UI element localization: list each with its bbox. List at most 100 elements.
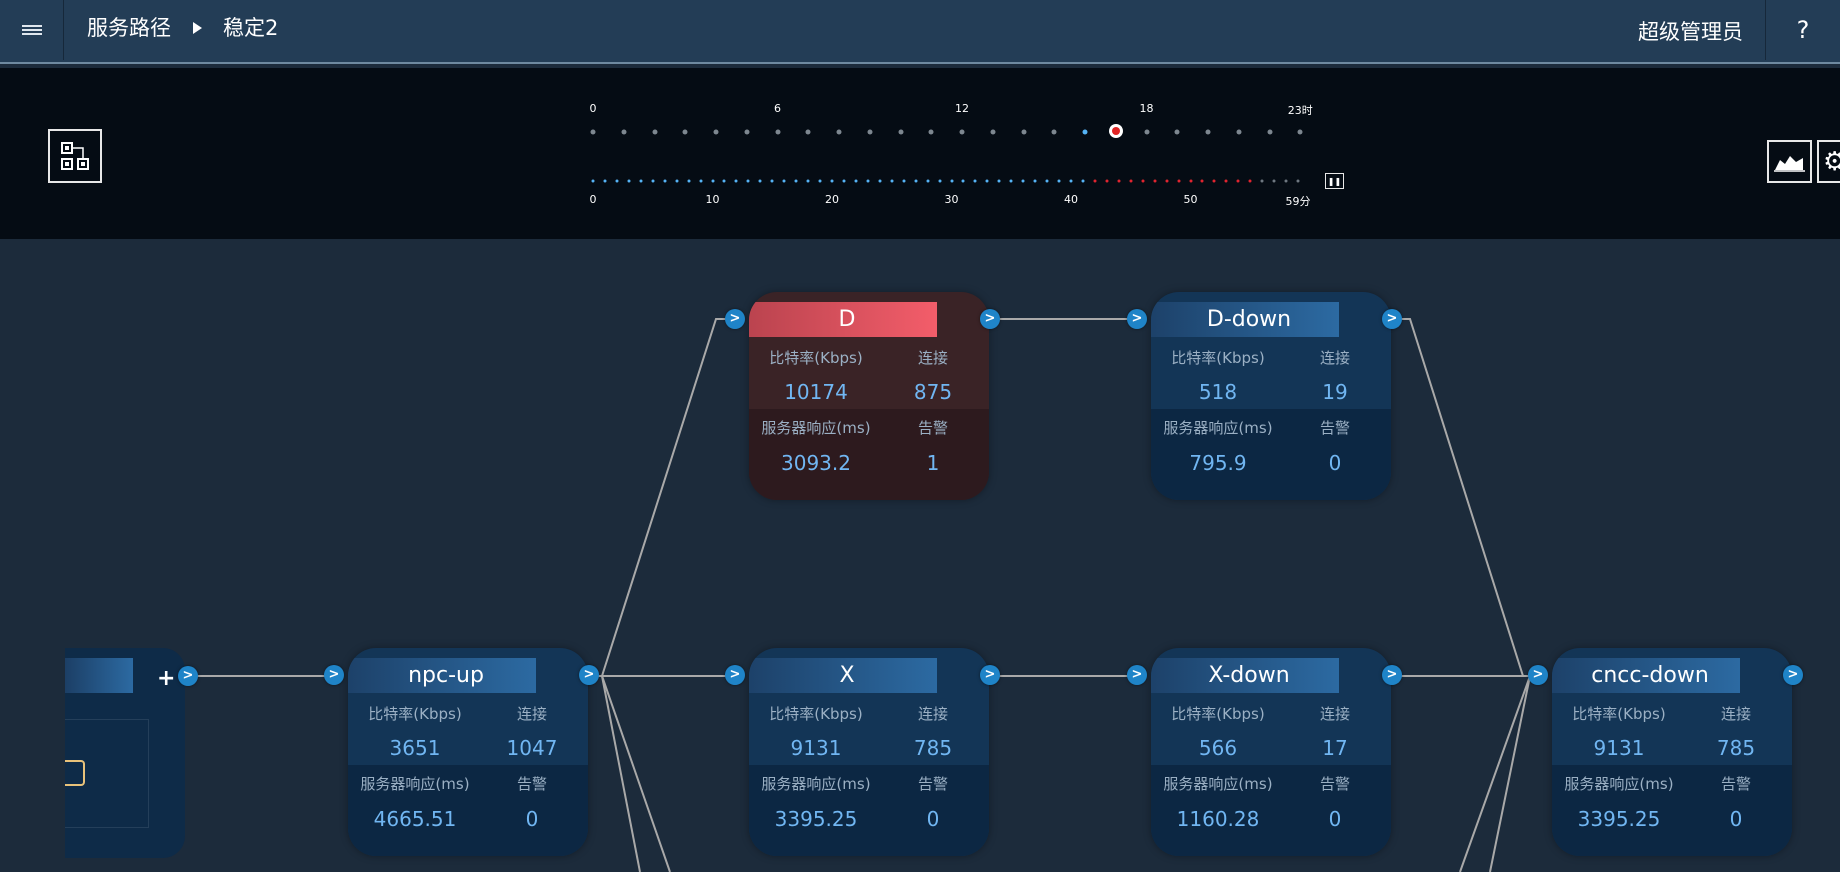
minute-dot[interactable] bbox=[973, 179, 977, 183]
minute-dot[interactable] bbox=[734, 179, 738, 183]
hour-dot[interactable] bbox=[713, 129, 719, 135]
hour-dot[interactable] bbox=[867, 129, 873, 135]
minute-dot[interactable] bbox=[1212, 179, 1216, 183]
hour-dot-selected[interactable] bbox=[1108, 124, 1123, 138]
hour-dot[interactable] bbox=[836, 129, 842, 135]
minute-dot[interactable] bbox=[997, 179, 1001, 183]
minute-dot[interactable] bbox=[818, 179, 822, 183]
hour-dot[interactable] bbox=[1205, 129, 1211, 135]
port-in-icon[interactable]: > bbox=[725, 665, 745, 685]
minute-dot[interactable] bbox=[950, 179, 953, 183]
minute-dot[interactable] bbox=[782, 179, 786, 183]
port-in-icon[interactable]: > bbox=[725, 309, 745, 329]
minute-dot[interactable] bbox=[603, 179, 607, 183]
minute-dot[interactable] bbox=[1009, 179, 1013, 183]
port-out-icon[interactable]: > bbox=[980, 309, 1000, 329]
minute-dot[interactable] bbox=[591, 179, 595, 183]
minute-dot[interactable] bbox=[639, 179, 643, 183]
node-d[interactable]: D 比特率(Kbps) 连接 10174 875 服务器响应(ms) 告警 3093.2 1 bbox=[749, 292, 989, 500]
hour-dot[interactable] bbox=[621, 129, 627, 135]
hour-dot[interactable] bbox=[1174, 129, 1180, 135]
port-in-icon[interactable]: > bbox=[324, 665, 344, 685]
minute-dot[interactable] bbox=[902, 179, 906, 183]
minute-dot[interactable] bbox=[1021, 179, 1025, 183]
hour-dot[interactable] bbox=[1051, 129, 1057, 135]
minute-dot[interactable] bbox=[1129, 179, 1133, 183]
chart-view-button[interactable] bbox=[1767, 140, 1812, 183]
hour-dot[interactable] bbox=[1144, 129, 1149, 135]
minute-dot[interactable] bbox=[878, 179, 882, 183]
port-out-icon[interactable]: > bbox=[579, 665, 599, 685]
port-out-icon[interactable]: > bbox=[1382, 309, 1402, 329]
minute-dot[interactable] bbox=[770, 179, 774, 183]
add-node-icon[interactable]: + bbox=[157, 666, 176, 691]
minute-dot[interactable] bbox=[687, 179, 691, 183]
hour-dot[interactable] bbox=[1082, 129, 1088, 135]
minute-dot[interactable] bbox=[1200, 179, 1204, 183]
hour-dot[interactable] bbox=[990, 129, 996, 135]
node-x[interactable]: X 比特率(Kbps) 连接 9131 785 服务器响应(ms) 告警 3395.25 0 bbox=[749, 648, 989, 856]
menu-button[interactable] bbox=[0, 0, 64, 60]
minute-dot[interactable] bbox=[699, 179, 703, 183]
node-x-down[interactable]: X-down 比特率(Kbps) 连接 566 17 服务器响应(ms) 告警 1160.28… bbox=[1151, 648, 1391, 856]
port-in-icon[interactable]: > bbox=[1528, 665, 1548, 685]
minute-dot[interactable] bbox=[830, 179, 834, 183]
minute-dot[interactable] bbox=[914, 179, 918, 183]
minute-dot[interactable] bbox=[1260, 179, 1264, 183]
minute-dot[interactable] bbox=[1153, 179, 1157, 183]
minute-dot[interactable] bbox=[615, 179, 619, 183]
minute-dot[interactable] bbox=[854, 179, 858, 183]
minute-dot[interactable] bbox=[627, 179, 631, 183]
pause-button[interactable]: ❚❚ bbox=[1325, 173, 1344, 189]
port-in-icon[interactable]: > bbox=[1127, 665, 1147, 685]
minute-dot[interactable] bbox=[890, 179, 894, 183]
minute-dot[interactable] bbox=[758, 179, 762, 183]
minute-dot[interactable] bbox=[1177, 179, 1181, 183]
node-d-down[interactable]: D-down 比特率(Kbps) 连接 518 19 服务器响应(ms) 告警 795.9 0 bbox=[1151, 292, 1391, 500]
hour-dot[interactable] bbox=[744, 129, 750, 135]
minute-dot[interactable] bbox=[961, 179, 965, 183]
minute-dot[interactable] bbox=[1105, 179, 1109, 183]
port-in-icon[interactable]: > bbox=[1127, 309, 1147, 329]
breadcrumb-service-path[interactable]: 服务路径 bbox=[87, 16, 171, 40]
hour-dot[interactable] bbox=[1267, 129, 1272, 135]
minute-dot[interactable] bbox=[1093, 179, 1097, 183]
node-partial-left[interactable] bbox=[65, 648, 185, 858]
hour-dot[interactable] bbox=[775, 129, 780, 135]
port-out-icon[interactable]: > bbox=[1783, 665, 1803, 685]
hour-dot[interactable] bbox=[1297, 129, 1303, 135]
minute-dot[interactable] bbox=[722, 179, 726, 183]
topology-view-button[interactable] bbox=[48, 129, 102, 183]
minute-dot[interactable] bbox=[675, 179, 679, 183]
minute-dot[interactable] bbox=[1057, 179, 1061, 183]
minute-dot[interactable] bbox=[1272, 179, 1276, 183]
hour-dot[interactable] bbox=[959, 129, 965, 135]
help-button[interactable]: ? bbox=[1765, 0, 1840, 60]
node-cncc-down[interactable]: cncc-down 比特率(Kbps) 连接 9131 785 服务器响应(ms) 告警 33… bbox=[1552, 648, 1792, 856]
minute-dot[interactable] bbox=[1081, 179, 1085, 183]
minute-dot[interactable] bbox=[711, 179, 714, 183]
minute-dot[interactable] bbox=[1189, 179, 1192, 183]
hour-dot[interactable] bbox=[1021, 129, 1026, 135]
hour-dot[interactable] bbox=[898, 129, 903, 135]
minute-dot[interactable] bbox=[1224, 179, 1228, 183]
minute-dot[interactable] bbox=[938, 179, 942, 183]
hour-dot[interactable] bbox=[928, 129, 934, 135]
minute-dot[interactable] bbox=[746, 179, 750, 183]
hour-dot[interactable] bbox=[590, 129, 596, 135]
settings-button[interactable]: ⚙ bbox=[1817, 140, 1840, 183]
hour-dot[interactable] bbox=[682, 129, 688, 135]
minute-dot[interactable] bbox=[1236, 179, 1240, 183]
minute-dot[interactable] bbox=[1069, 179, 1073, 183]
minute-dot[interactable] bbox=[926, 179, 930, 183]
port-out-icon[interactable]: > bbox=[1382, 665, 1402, 685]
node-npc-up[interactable]: npc-up 比特率(Kbps) 连接 3651 1047 服务器响应(ms) 告警 4665… bbox=[348, 648, 588, 856]
minute-dot[interactable] bbox=[842, 179, 846, 183]
minute-dot[interactable] bbox=[651, 179, 655, 183]
port-out-icon[interactable]: > bbox=[980, 665, 1000, 685]
hour-dot[interactable] bbox=[805, 129, 811, 135]
hour-dot[interactable] bbox=[1236, 129, 1242, 135]
user-name[interactable]: 超级管理员 bbox=[1638, 20, 1743, 44]
minute-dot[interactable] bbox=[794, 179, 798, 183]
port-out-icon[interactable]: > bbox=[178, 666, 198, 686]
